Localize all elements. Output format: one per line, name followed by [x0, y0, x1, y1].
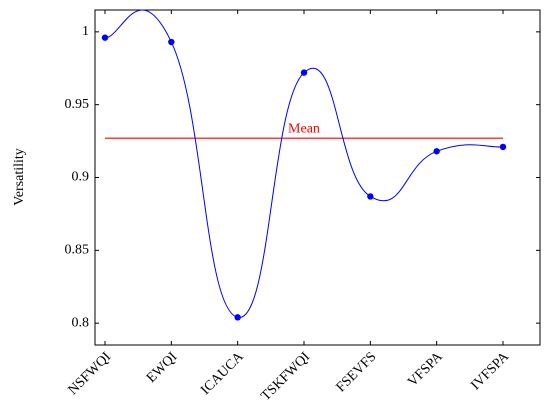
y-tick-label: 0.95 — [65, 97, 90, 112]
x-tick-label: TSKFWQI — [258, 349, 313, 404]
point — [234, 314, 241, 321]
x-tick-label: NSFWQI — [66, 349, 115, 398]
point — [101, 34, 109, 41]
x-tick-label: EWQI — [144, 349, 181, 386]
x-tick-label: IVFSPA — [468, 349, 512, 393]
y-axis-label: Versatility — [12, 148, 27, 206]
x-tick-label: FSEVFS — [334, 349, 380, 395]
x-tick-label: ICAUCA — [198, 349, 247, 398]
point — [499, 143, 507, 151]
point — [168, 38, 175, 46]
point — [300, 69, 308, 76]
point — [367, 193, 374, 200]
point — [433, 148, 440, 155]
y-tick-label: 0.8 — [72, 315, 90, 330]
x-tick-label: VFSPA — [405, 349, 446, 390]
plot-frame — [94, 9, 541, 346]
y-tick-label: 0.85 — [65, 243, 90, 258]
line — [104, 9, 504, 318]
mean-label: Mean — [288, 121, 320, 136]
y-tick-label: 1 — [82, 24, 89, 39]
y-tick-label: 0.9 — [72, 170, 90, 185]
